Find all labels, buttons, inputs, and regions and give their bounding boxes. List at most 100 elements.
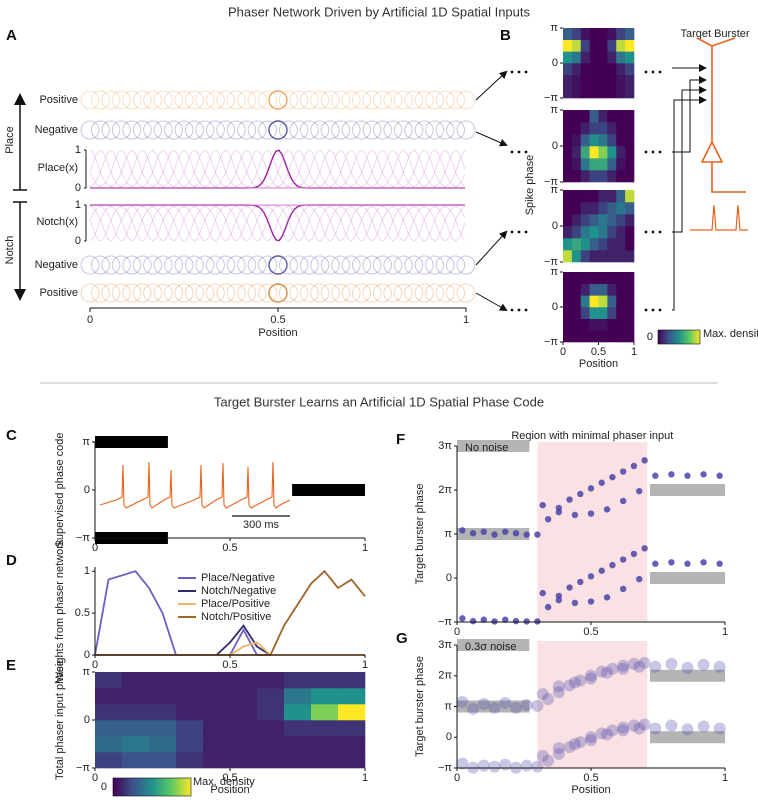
place-field bbox=[90, 150, 465, 189]
heatmap-cell bbox=[580, 202, 590, 215]
heatmap-cell bbox=[571, 250, 582, 263]
phaser-unit bbox=[310, 255, 330, 275]
y-tick-label: 0 bbox=[75, 235, 81, 247]
heatmap-cell bbox=[257, 688, 285, 705]
y-tick-label: 3π bbox=[438, 440, 452, 452]
heatmap-cell bbox=[625, 295, 635, 308]
heatmap-cell bbox=[563, 318, 573, 331]
y-tick-label: 1 bbox=[75, 144, 81, 156]
scatter-point bbox=[568, 676, 581, 689]
phaser-unit bbox=[258, 120, 278, 140]
heatmap-cell bbox=[571, 330, 582, 343]
heatmap-cell bbox=[203, 752, 231, 769]
scatter-point bbox=[555, 504, 563, 512]
phaser-unit bbox=[247, 255, 267, 275]
scatter-point bbox=[630, 550, 638, 558]
heatmap-cell bbox=[580, 307, 590, 319]
heatmap-cell bbox=[563, 226, 573, 239]
phaser-unit bbox=[446, 120, 466, 140]
scatter-point bbox=[617, 721, 630, 734]
notch-field bbox=[90, 204, 465, 242]
place-field bbox=[90, 149, 466, 189]
heatmap-cell bbox=[598, 51, 608, 64]
phaser-unit bbox=[90, 120, 110, 140]
heatmap-cell bbox=[589, 146, 599, 159]
heatmap-cell bbox=[616, 51, 626, 64]
heatmap-cell bbox=[580, 146, 590, 159]
ellipsis-dot bbox=[510, 150, 514, 154]
phaser-unit bbox=[174, 255, 194, 275]
heatmap-cell bbox=[95, 720, 123, 737]
y-tick-label: π bbox=[444, 700, 452, 712]
heatmap-cell bbox=[563, 272, 573, 284]
heatmap-cell bbox=[598, 158, 608, 171]
heatmap-cell bbox=[598, 146, 608, 159]
scatter-point bbox=[520, 698, 533, 711]
phaser-unit bbox=[258, 90, 278, 110]
heatmap-cell bbox=[571, 86, 582, 99]
phaser-unit bbox=[435, 90, 455, 110]
scatter-point bbox=[456, 757, 469, 770]
heatmap-cell bbox=[589, 272, 599, 284]
heatmap-cell bbox=[338, 672, 366, 689]
heatmap-cell bbox=[598, 295, 608, 308]
heatmap-cell bbox=[589, 74, 599, 87]
phaser-unit bbox=[372, 283, 392, 303]
ellipsis-dot bbox=[651, 150, 655, 154]
scatter-point bbox=[603, 506, 611, 513]
scatter-point bbox=[598, 479, 605, 486]
heatmap-cell bbox=[580, 110, 590, 123]
panel-label: E bbox=[6, 657, 16, 674]
heatmap-cell bbox=[625, 202, 635, 215]
y-axis-label: Target burster phase bbox=[414, 656, 426, 757]
heatmap-cell bbox=[625, 214, 635, 227]
scatter-point bbox=[684, 560, 691, 567]
heatmap-cell bbox=[589, 226, 599, 239]
phaser-unit bbox=[90, 90, 110, 110]
notch-field bbox=[90, 204, 465, 242]
x-axis-label: Position bbox=[571, 784, 610, 796]
heatmap-cell bbox=[598, 250, 608, 263]
heatmap-cell bbox=[607, 330, 617, 343]
phaser-unit bbox=[404, 283, 424, 303]
scalebar-label: 300 ms bbox=[243, 519, 280, 531]
phaser-unit bbox=[383, 90, 403, 110]
heatmap-cell bbox=[589, 170, 599, 183]
heatmap-cell bbox=[607, 250, 617, 263]
place-field bbox=[90, 174, 466, 189]
phaser-unit-center bbox=[268, 120, 288, 140]
top-title: Phaser Network Driven by Artificial 1D S… bbox=[228, 4, 531, 19]
heatmap-cell bbox=[607, 295, 617, 308]
notch-field bbox=[90, 204, 466, 207]
group-label: Notch bbox=[4, 236, 16, 265]
heatmap-cell bbox=[580, 318, 590, 331]
place-field bbox=[90, 149, 465, 189]
scatter-point bbox=[502, 528, 509, 535]
phaser-unit bbox=[80, 120, 100, 140]
heatmap-cell bbox=[149, 704, 177, 721]
phaser-unit bbox=[132, 120, 152, 140]
x-tick-label: 0.5 bbox=[270, 314, 285, 326]
phaser-unit bbox=[299, 255, 319, 275]
phaser-unit bbox=[352, 90, 372, 110]
phase-target bbox=[457, 639, 530, 651]
phase-target bbox=[649, 731, 725, 744]
phaser-unit bbox=[184, 90, 204, 110]
y-tick-label: π bbox=[550, 266, 558, 278]
scatter-point bbox=[491, 618, 498, 625]
ellipsis-dot bbox=[658, 308, 662, 312]
phaser-unit bbox=[237, 255, 257, 275]
phaser-unit bbox=[247, 120, 267, 140]
scatter-point bbox=[552, 686, 565, 699]
phaser-unit bbox=[331, 255, 351, 275]
heatmap-cell bbox=[284, 704, 312, 721]
y-tick-label: π bbox=[550, 104, 558, 116]
phaser-unit bbox=[341, 120, 361, 140]
heatmap-cell bbox=[284, 720, 312, 737]
place-field bbox=[90, 149, 465, 189]
scatter-point bbox=[619, 497, 627, 505]
heatmap-cell bbox=[563, 295, 573, 308]
place-field bbox=[90, 149, 466, 189]
heatmap-cell bbox=[563, 74, 573, 87]
ellipsis-dot bbox=[651, 308, 655, 312]
